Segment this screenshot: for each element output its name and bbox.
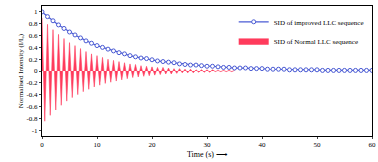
svg-text:-0.8: -0.8 — [27, 115, 39, 123]
svg-text:10: 10 — [94, 141, 102, 149]
svg-text:30: 30 — [204, 141, 212, 149]
svg-text:40: 40 — [259, 141, 267, 149]
svg-text:-1: -1 — [32, 127, 38, 135]
svg-text:1: 1 — [34, 8, 38, 16]
svg-text:Normalised Intensity (I/I₀): Normalised Intensity (I/I₀) — [17, 33, 25, 108]
svg-text:0.8: 0.8 — [29, 20, 38, 28]
svg-text:0.6: 0.6 — [29, 32, 38, 40]
svg-text:60: 60 — [369, 141, 377, 149]
svg-text:0.4: 0.4 — [29, 44, 38, 52]
svg-text:SID of improved LLC sequence: SID of improved LLC sequence — [274, 19, 364, 27]
svg-text:-0.6: -0.6 — [27, 103, 39, 111]
svg-text:-0.2: -0.2 — [27, 79, 39, 87]
svg-text:-0.4: -0.4 — [27, 91, 39, 99]
svg-text:0: 0 — [34, 67, 38, 75]
svg-text:20: 20 — [149, 141, 157, 149]
svg-text:SID of Normal LLC sequence: SID of Normal LLC sequence — [274, 38, 358, 46]
svg-text:0.2: 0.2 — [29, 56, 38, 64]
svg-text:0: 0 — [40, 141, 44, 149]
svg-text:50: 50 — [314, 141, 322, 149]
svg-text:Time (s) ⟶: Time (s) ⟶ — [187, 150, 228, 159]
